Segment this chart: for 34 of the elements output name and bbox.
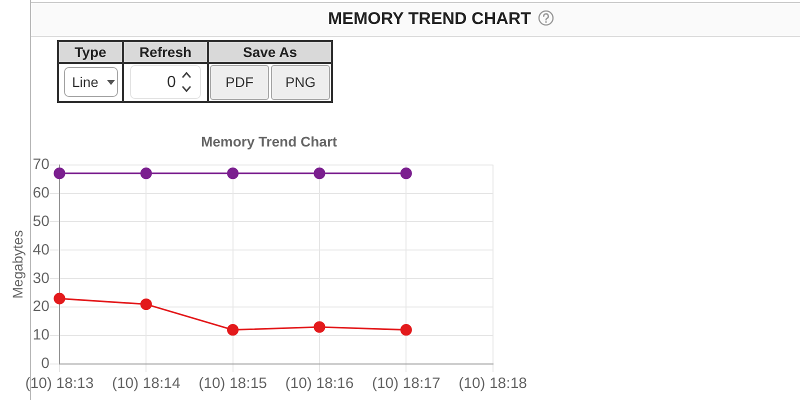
x-tick-label: (10) 18:17 [372, 375, 440, 392]
point [227, 168, 239, 180]
x-tick-label: (10) 18:15 [198, 375, 268, 392]
text: Save As [209, 42, 331, 62]
x-tick-label: (10) 18:16 [285, 375, 354, 392]
point [54, 292, 66, 304]
y-tick-label: 50 [32, 212, 50, 230]
y-tick-label: 70 [32, 156, 50, 173]
y-tick-label: 30 [32, 270, 50, 287]
text: PNG [284, 74, 317, 91]
point [314, 168, 326, 180]
text: 0 [167, 73, 176, 92]
text: Type [59, 42, 122, 62]
text: Line [72, 74, 98, 91]
x-tick-label: (10) 18:18 [458, 375, 528, 392]
y-tick-label: 20 [32, 298, 50, 316]
chart-subtitle: Memory Trend Chart [200, 133, 338, 150]
point [140, 168, 152, 180]
y-tick-label: 0 [41, 355, 50, 372]
chart-title: MEMORY TREND CHART [328, 9, 532, 29]
point [227, 324, 239, 336]
y-axis-title: Megabytes [9, 230, 26, 299]
text: Refresh [124, 42, 207, 62]
x-tick-label: (10) 18:14 [112, 375, 180, 392]
y-tick-label: 60 [32, 184, 50, 202]
y-tick-label: 40 [32, 241, 50, 258]
x-tick-label: (10) 18:13 [25, 375, 94, 392]
point [140, 298, 152, 310]
point [400, 324, 412, 336]
point [314, 321, 326, 333]
point [54, 168, 66, 180]
point [400, 168, 412, 180]
y-tick-label: 10 [32, 326, 50, 344]
text: PDF [224, 74, 254, 91]
